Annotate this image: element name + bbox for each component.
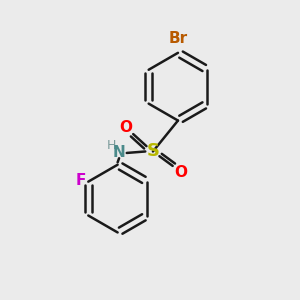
Text: F: F bbox=[76, 173, 86, 188]
Text: O: O bbox=[174, 166, 187, 181]
Text: N: N bbox=[113, 146, 125, 160]
Text: S: S bbox=[146, 142, 159, 160]
Text: Br: Br bbox=[168, 32, 188, 46]
Text: O: O bbox=[119, 119, 132, 134]
Text: H: H bbox=[107, 139, 116, 152]
